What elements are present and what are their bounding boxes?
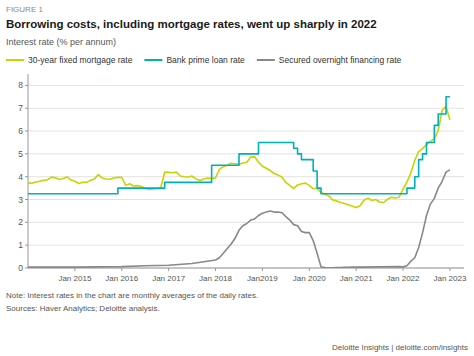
x-tick — [168, 268, 169, 271]
y-tick-label: 3 — [18, 195, 23, 205]
legend-swatch — [144, 59, 162, 61]
grid-line — [28, 85, 464, 86]
legend: 30-year fixed mortgage rate Bank prime lo… — [6, 55, 402, 65]
grid-line — [28, 199, 464, 200]
x-tick-label: Jan 2016 — [105, 274, 138, 283]
x-tick — [449, 268, 450, 271]
x-axis: Jan 2015 Jan 2016 Jan 2017 Jan 2018 Jan2019 J… — [58, 268, 467, 283]
legend-label: 30-year fixed mortgage rate — [28, 55, 133, 65]
plot-data — [28, 97, 450, 268]
branding: Deloitte Insights | deloitte.com/insight… — [332, 343, 468, 352]
y-tick-label: 7 — [18, 103, 23, 113]
x-tick-label: Jan 2023 — [433, 274, 466, 283]
y-tick-label: 8 — [18, 80, 23, 90]
grid-line — [28, 222, 464, 223]
note: Note: Interest rates in the chart are mo… — [6, 291, 258, 300]
x-tick-label: Jan 2021 — [340, 274, 373, 283]
x-tick — [74, 268, 75, 271]
x-tick — [403, 268, 404, 271]
y-axis-label: Interest rate (% per annum) — [6, 37, 116, 47]
y-tick-label: 0 — [18, 263, 23, 273]
x-tick — [262, 268, 263, 271]
legend-label: Secured overnight financing rate — [279, 55, 402, 65]
y-tick-label: 5 — [18, 149, 23, 159]
figure-label: FIGURE 1 — [6, 5, 43, 14]
x-tick-label: Jan 2020 — [293, 274, 326, 283]
x-tick — [121, 268, 122, 271]
y-tick-label: 1 — [18, 240, 23, 250]
sources: Sources: Haver Analytics; Deloitte analy… — [6, 304, 160, 313]
x-tick-label: Jan 2018 — [199, 274, 232, 283]
legend-swatch — [6, 59, 24, 61]
x-tick-label: Jan 2015 — [58, 274, 91, 283]
grid-line — [28, 108, 464, 109]
x-tick-label: Jan 2017 — [152, 274, 185, 283]
grid-line — [28, 245, 464, 246]
grid-line — [28, 131, 464, 132]
grid-line — [28, 176, 464, 177]
legend-label: Bank prime loan rate — [166, 55, 245, 65]
y-grid: 0 1 2 3 4 5 6 7 8 — [18, 80, 464, 273]
y-tick-label: 4 — [18, 172, 23, 182]
chart: FIGURE 1 Borrowing costs, including mortg… — [0, 0, 474, 356]
x-tick-label: Jan2019 — [247, 274, 278, 283]
series-line — [28, 97, 450, 194]
x-tick — [309, 268, 310, 271]
x-tick — [356, 268, 357, 271]
legend-swatch — [257, 59, 275, 61]
series-line — [28, 170, 450, 268]
y-axis-line — [28, 74, 29, 268]
x-tick — [215, 268, 216, 271]
x-tick-label: Jan 2022 — [387, 274, 420, 283]
title: Borrowing costs, including mortgage rate… — [6, 18, 377, 30]
y-tick-label: 6 — [18, 126, 23, 136]
y-tick-label: 2 — [18, 217, 23, 227]
